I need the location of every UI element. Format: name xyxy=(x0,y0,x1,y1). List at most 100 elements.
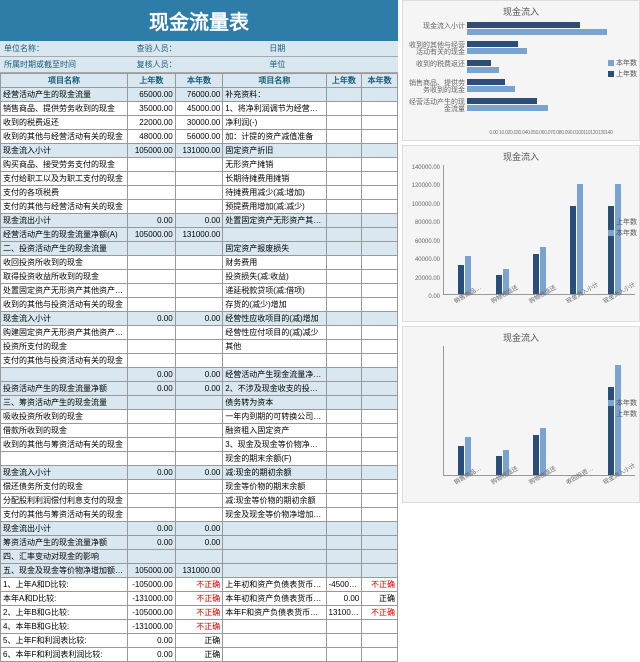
cell: 6、本年F和利润表利润比较: xyxy=(1,648,128,662)
cell: 债务转为资本 xyxy=(223,396,326,410)
cell: 30000.00 xyxy=(175,116,223,130)
cell xyxy=(175,438,223,452)
table-row: 1、上年A和D比较:-105000.00不正确上年初和资产负债表货币资金期初数比… xyxy=(1,578,398,592)
cell: 现金的期末余额(F) xyxy=(223,452,326,466)
table-row: 五、现金及现金等价物净增加额(B)105000.00131000.00 xyxy=(1,564,398,578)
cell: 45000.00 xyxy=(175,102,223,116)
cell xyxy=(326,536,362,550)
cell xyxy=(326,172,362,186)
cell xyxy=(326,410,362,424)
cell: 0.00 xyxy=(175,368,223,382)
cashflow-table: 项目名称 上年数 本年数 项目名称 上年数 本年数 经营活动产生的现金流量650… xyxy=(0,73,398,662)
cell xyxy=(128,340,176,354)
vbar-group: 销售商品… xyxy=(446,437,483,475)
cell xyxy=(362,186,398,200)
cell xyxy=(326,382,362,396)
cell: 不正确 xyxy=(362,578,398,592)
table-row: 5、上年F和利润表比较:0.00正确 xyxy=(1,634,398,648)
cell: 四、汇率变动对现金的影响 xyxy=(1,550,128,564)
cell: 131000.00 xyxy=(326,606,362,620)
cell xyxy=(362,340,398,354)
table-row: 处置固定资产无形资产其他资产的净额递延税款贷项(减:借项) xyxy=(1,284,398,298)
cell xyxy=(175,200,223,214)
cell: 销售商品、提供劳务收到的现金 xyxy=(1,102,128,116)
cell xyxy=(326,550,362,564)
col-item-2: 项目名称 xyxy=(223,74,326,88)
cell xyxy=(223,354,326,368)
chart-2-legend: 上年数 本年数 xyxy=(608,216,637,239)
vbar-group: 购物税返还 xyxy=(521,428,558,475)
cell xyxy=(362,508,398,522)
cell: 105000.00 xyxy=(128,564,176,578)
cell xyxy=(128,354,176,368)
cell: 经营活动产生的现金流量净额(A) xyxy=(1,228,128,242)
cell: 经营活动产生现金流量净额(D) xyxy=(223,368,326,382)
cell: 支付的其他与经营活动有关的现金 xyxy=(1,200,128,214)
cell: 正确 xyxy=(175,634,223,648)
cell: 1、将净利润调节为经营活动的现金 xyxy=(223,102,326,116)
cell xyxy=(223,536,326,550)
table-row: 支付的其他与经营活动有关的现金预提费用增加(减:减少) xyxy=(1,200,398,214)
cell xyxy=(175,172,223,186)
table-row: 现金流入小计105000.00131000.00固定资产折旧 xyxy=(1,144,398,158)
cell: 0.00 xyxy=(128,466,176,480)
cell: 0.00 xyxy=(128,368,176,382)
cell: 0.00 xyxy=(175,382,223,396)
cell xyxy=(362,410,398,424)
vbar-group: 购物税返还 xyxy=(483,269,520,294)
cell xyxy=(128,424,176,438)
hbar-group: 现金流入小计 xyxy=(467,20,635,38)
cell xyxy=(175,298,223,312)
table-row: 现金流入小计0.000.00经营性应收项目的(减)增加 xyxy=(1,312,398,326)
table-row: 经营活动产生的现金流量净额(A)105000.00131000.00 xyxy=(1,228,398,242)
cell: 偿还债务所支付的现金 xyxy=(1,480,128,494)
cell xyxy=(326,494,362,508)
cell xyxy=(128,284,176,298)
cell xyxy=(362,172,398,186)
cell xyxy=(362,270,398,284)
cell xyxy=(175,354,223,368)
page-title: 现金流量表 xyxy=(0,0,398,41)
cell xyxy=(223,522,326,536)
cell: 不正确 xyxy=(175,592,223,606)
cell xyxy=(362,438,398,452)
cell xyxy=(326,522,362,536)
cell xyxy=(326,144,362,158)
cell: 105000.00 xyxy=(128,228,176,242)
cell xyxy=(326,228,362,242)
table-row: 6、本年F和利润表利润比较:0.00正确 xyxy=(1,648,398,662)
cell: 不正确 xyxy=(175,620,223,634)
cell xyxy=(223,564,326,578)
table-row: 购建固定资产无形资产其他资产支付的现金经营性应付项目的(减)减少 xyxy=(1,326,398,340)
cell: 0.00 xyxy=(128,634,176,648)
cell: 处置固定资产无形资产其他资产的损失(减:收益) xyxy=(223,214,326,228)
cell xyxy=(362,214,398,228)
hbar-group: 收到的其他与经营活动有关的现金 xyxy=(467,39,635,57)
cell xyxy=(362,648,398,662)
cell xyxy=(362,522,398,536)
cell: 131000.00 xyxy=(175,564,223,578)
chart-1-bars: 现金流入小计收到的其他与经营活动有关的现金收到的税费返还销售商品、提供劳务收到的… xyxy=(407,20,635,130)
cell: -105000.00 xyxy=(128,578,176,592)
table-row: 吸收投资所收到的现金一年内到期的可转换公司债券 xyxy=(1,410,398,424)
cell: 上年初和资产负债表货币资金期初数比 xyxy=(223,578,326,592)
cell: 本年A和D比较: xyxy=(1,592,128,606)
cell: 筹资活动产生的现金流量净额 xyxy=(1,536,128,550)
cell xyxy=(362,396,398,410)
cell: 待摊费用减少(减:增加) xyxy=(223,186,326,200)
cell: 0.00 xyxy=(175,312,223,326)
cell xyxy=(326,102,362,116)
cell xyxy=(175,270,223,284)
cell: 经营性应收项目的(减)增加 xyxy=(223,312,326,326)
cell xyxy=(362,634,398,648)
cell xyxy=(326,158,362,172)
cell: -131000.00 xyxy=(128,620,176,634)
cell: 一年内到期的可转换公司债券 xyxy=(223,410,326,424)
cell xyxy=(362,382,398,396)
cell xyxy=(175,452,223,466)
cell xyxy=(362,88,398,102)
cell xyxy=(326,88,362,102)
chart-3-title: 现金流入 xyxy=(407,331,635,344)
table-row: 取得投资收益所收到的现金投资损失(减:收益) xyxy=(1,270,398,284)
table-row: 现金流出小计0.000.00处置固定资产无形资产其他资产的损失(减:收益) xyxy=(1,214,398,228)
